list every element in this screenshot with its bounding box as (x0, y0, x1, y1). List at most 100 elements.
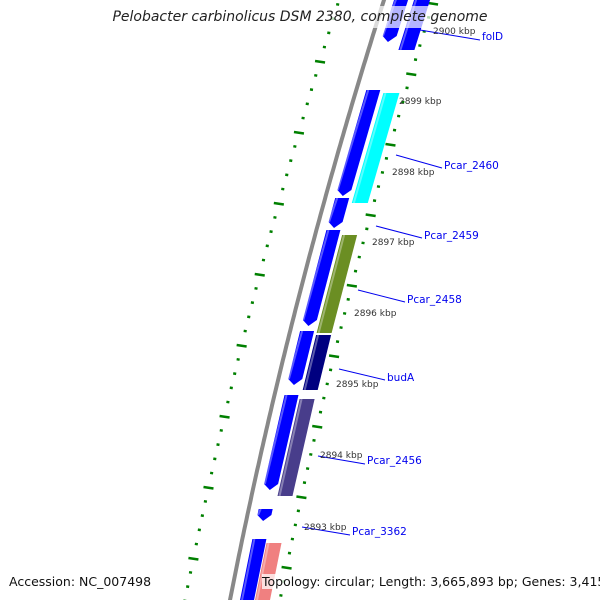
gene-pcar-2460-highlight[interactable] (352, 92, 387, 204)
scale-tick (325, 382, 329, 386)
accession-text: Accession: NC_007498 (9, 574, 152, 589)
scale-tick (405, 86, 409, 90)
reverse-strand-gene[interactable] (257, 509, 273, 521)
scale-tick (392, 128, 397, 132)
scale-tick (296, 509, 301, 513)
scale-tick (312, 438, 316, 442)
scale-tick (293, 144, 297, 148)
gene-label-pcar-2456[interactable]: Pcar_2456 (367, 455, 422, 467)
scale-tick (309, 88, 314, 92)
label-connector (301, 526, 351, 536)
scale-tick (273, 201, 285, 206)
scale-tick (365, 213, 376, 218)
scale-tick (361, 241, 365, 245)
scale-tick (281, 565, 292, 570)
backbone-line (227, 0, 387, 600)
scale-tick (309, 452, 313, 456)
scale-tick (322, 396, 326, 400)
gene-label-folD[interactable]: folD (482, 31, 504, 43)
gene-budA-highlight[interactable] (303, 334, 320, 391)
map-title: Pelobacter carbinolicus DSM 2380, comple… (0, 6, 600, 28)
scale-tick (401, 100, 405, 104)
scale-tick (346, 283, 358, 288)
reverse-strand-gene[interactable] (264, 395, 299, 490)
scale-tick (339, 326, 343, 330)
scale-tick (302, 481, 307, 485)
scale-tick (365, 227, 369, 231)
scale-tick (380, 170, 385, 174)
scale-tick (216, 443, 220, 447)
scale-tick (314, 73, 318, 77)
gene-label-pcar-2459[interactable]: Pcar_2459 (424, 230, 479, 242)
gene-label-pcar-3362[interactable]: Pcar_3362 (352, 526, 407, 538)
scale-tick (413, 58, 418, 62)
scale-tick (203, 485, 214, 490)
scale-tick (385, 142, 396, 147)
gene-label-pcar-2460[interactable]: Pcar_2460 (444, 160, 499, 172)
scale-tick (247, 315, 251, 319)
gene-pcar-2456-highlight[interactable] (278, 398, 303, 497)
reverse-strand-gene-highlight[interactable] (302, 229, 330, 321)
scale-tick (250, 301, 255, 305)
scale-tick (427, 1, 439, 6)
scale-tick (296, 495, 307, 500)
scale-tick (226, 400, 230, 404)
scale-tick (376, 185, 381, 189)
label-connector (395, 154, 443, 169)
gene-label-pcar-2458[interactable]: Pcar_2458 (407, 294, 462, 306)
scale-tick (254, 286, 258, 290)
reverse-strand-gene[interactable] (328, 198, 350, 228)
scale-tick (289, 159, 293, 163)
scale-tick (265, 244, 269, 248)
label-connector (375, 225, 423, 239)
scale-tick (328, 368, 333, 372)
reverse-strand-gene-highlight[interactable] (328, 197, 339, 223)
gene-budA[interactable] (302, 335, 332, 390)
scale-tick (197, 528, 202, 532)
scale-label: 2896 kbp (354, 309, 397, 319)
scale-tick (312, 424, 323, 429)
reverse-strand-gene[interactable] (238, 539, 267, 600)
scale-label: 2900 kbp (433, 27, 476, 37)
scale-label: 2895 kbp (336, 380, 379, 390)
scale-tick (219, 428, 223, 432)
gene-pcar-2456[interactable] (277, 399, 315, 496)
gene-forward-pink[interactable] (253, 543, 282, 600)
reverse-strand-gene-highlight[interactable] (257, 508, 262, 516)
scale-tick (372, 199, 377, 203)
reverse-strand-gene-highlight[interactable] (240, 538, 256, 600)
reverse-strand-gene[interactable] (288, 331, 315, 385)
scale-tick (200, 514, 205, 518)
gene-pcar-2460[interactable] (351, 93, 400, 203)
reverse-strand-gene-highlight[interactable] (263, 394, 288, 485)
gene-forward-pink-highlight[interactable] (255, 542, 270, 600)
label-connector (317, 455, 366, 465)
scale-tick (281, 187, 285, 191)
reverse-strand-gene-highlight[interactable] (287, 330, 304, 380)
scale-tick (229, 386, 233, 390)
reverse-strand-gene-highlight[interactable] (336, 89, 370, 191)
scale-tick (236, 343, 247, 348)
scale-label: 2899 kbp (399, 97, 442, 107)
scale-label: 2897 kbp (372, 238, 415, 248)
scale-tick (327, 31, 331, 35)
scale-tick (254, 272, 265, 277)
gene-pcar-2458[interactable] (316, 235, 358, 333)
gene-label-budA[interactable]: budA (387, 372, 415, 384)
scale-tick (203, 499, 208, 503)
scale-tick (290, 537, 295, 541)
scale-tick (273, 215, 277, 219)
gene-pcar-2458-highlight[interactable] (317, 234, 346, 334)
scale-tick (305, 467, 310, 471)
reverse-strand-gene[interactable] (337, 90, 381, 196)
label-connector (419, 29, 481, 41)
scale-tick (396, 114, 401, 118)
scale-tick (322, 45, 327, 49)
scale-tick (328, 354, 340, 359)
scale-tick (232, 372, 237, 376)
reverse-strand-gene[interactable] (302, 230, 341, 326)
scale-tick (342, 311, 347, 315)
scale-tick (406, 72, 417, 77)
